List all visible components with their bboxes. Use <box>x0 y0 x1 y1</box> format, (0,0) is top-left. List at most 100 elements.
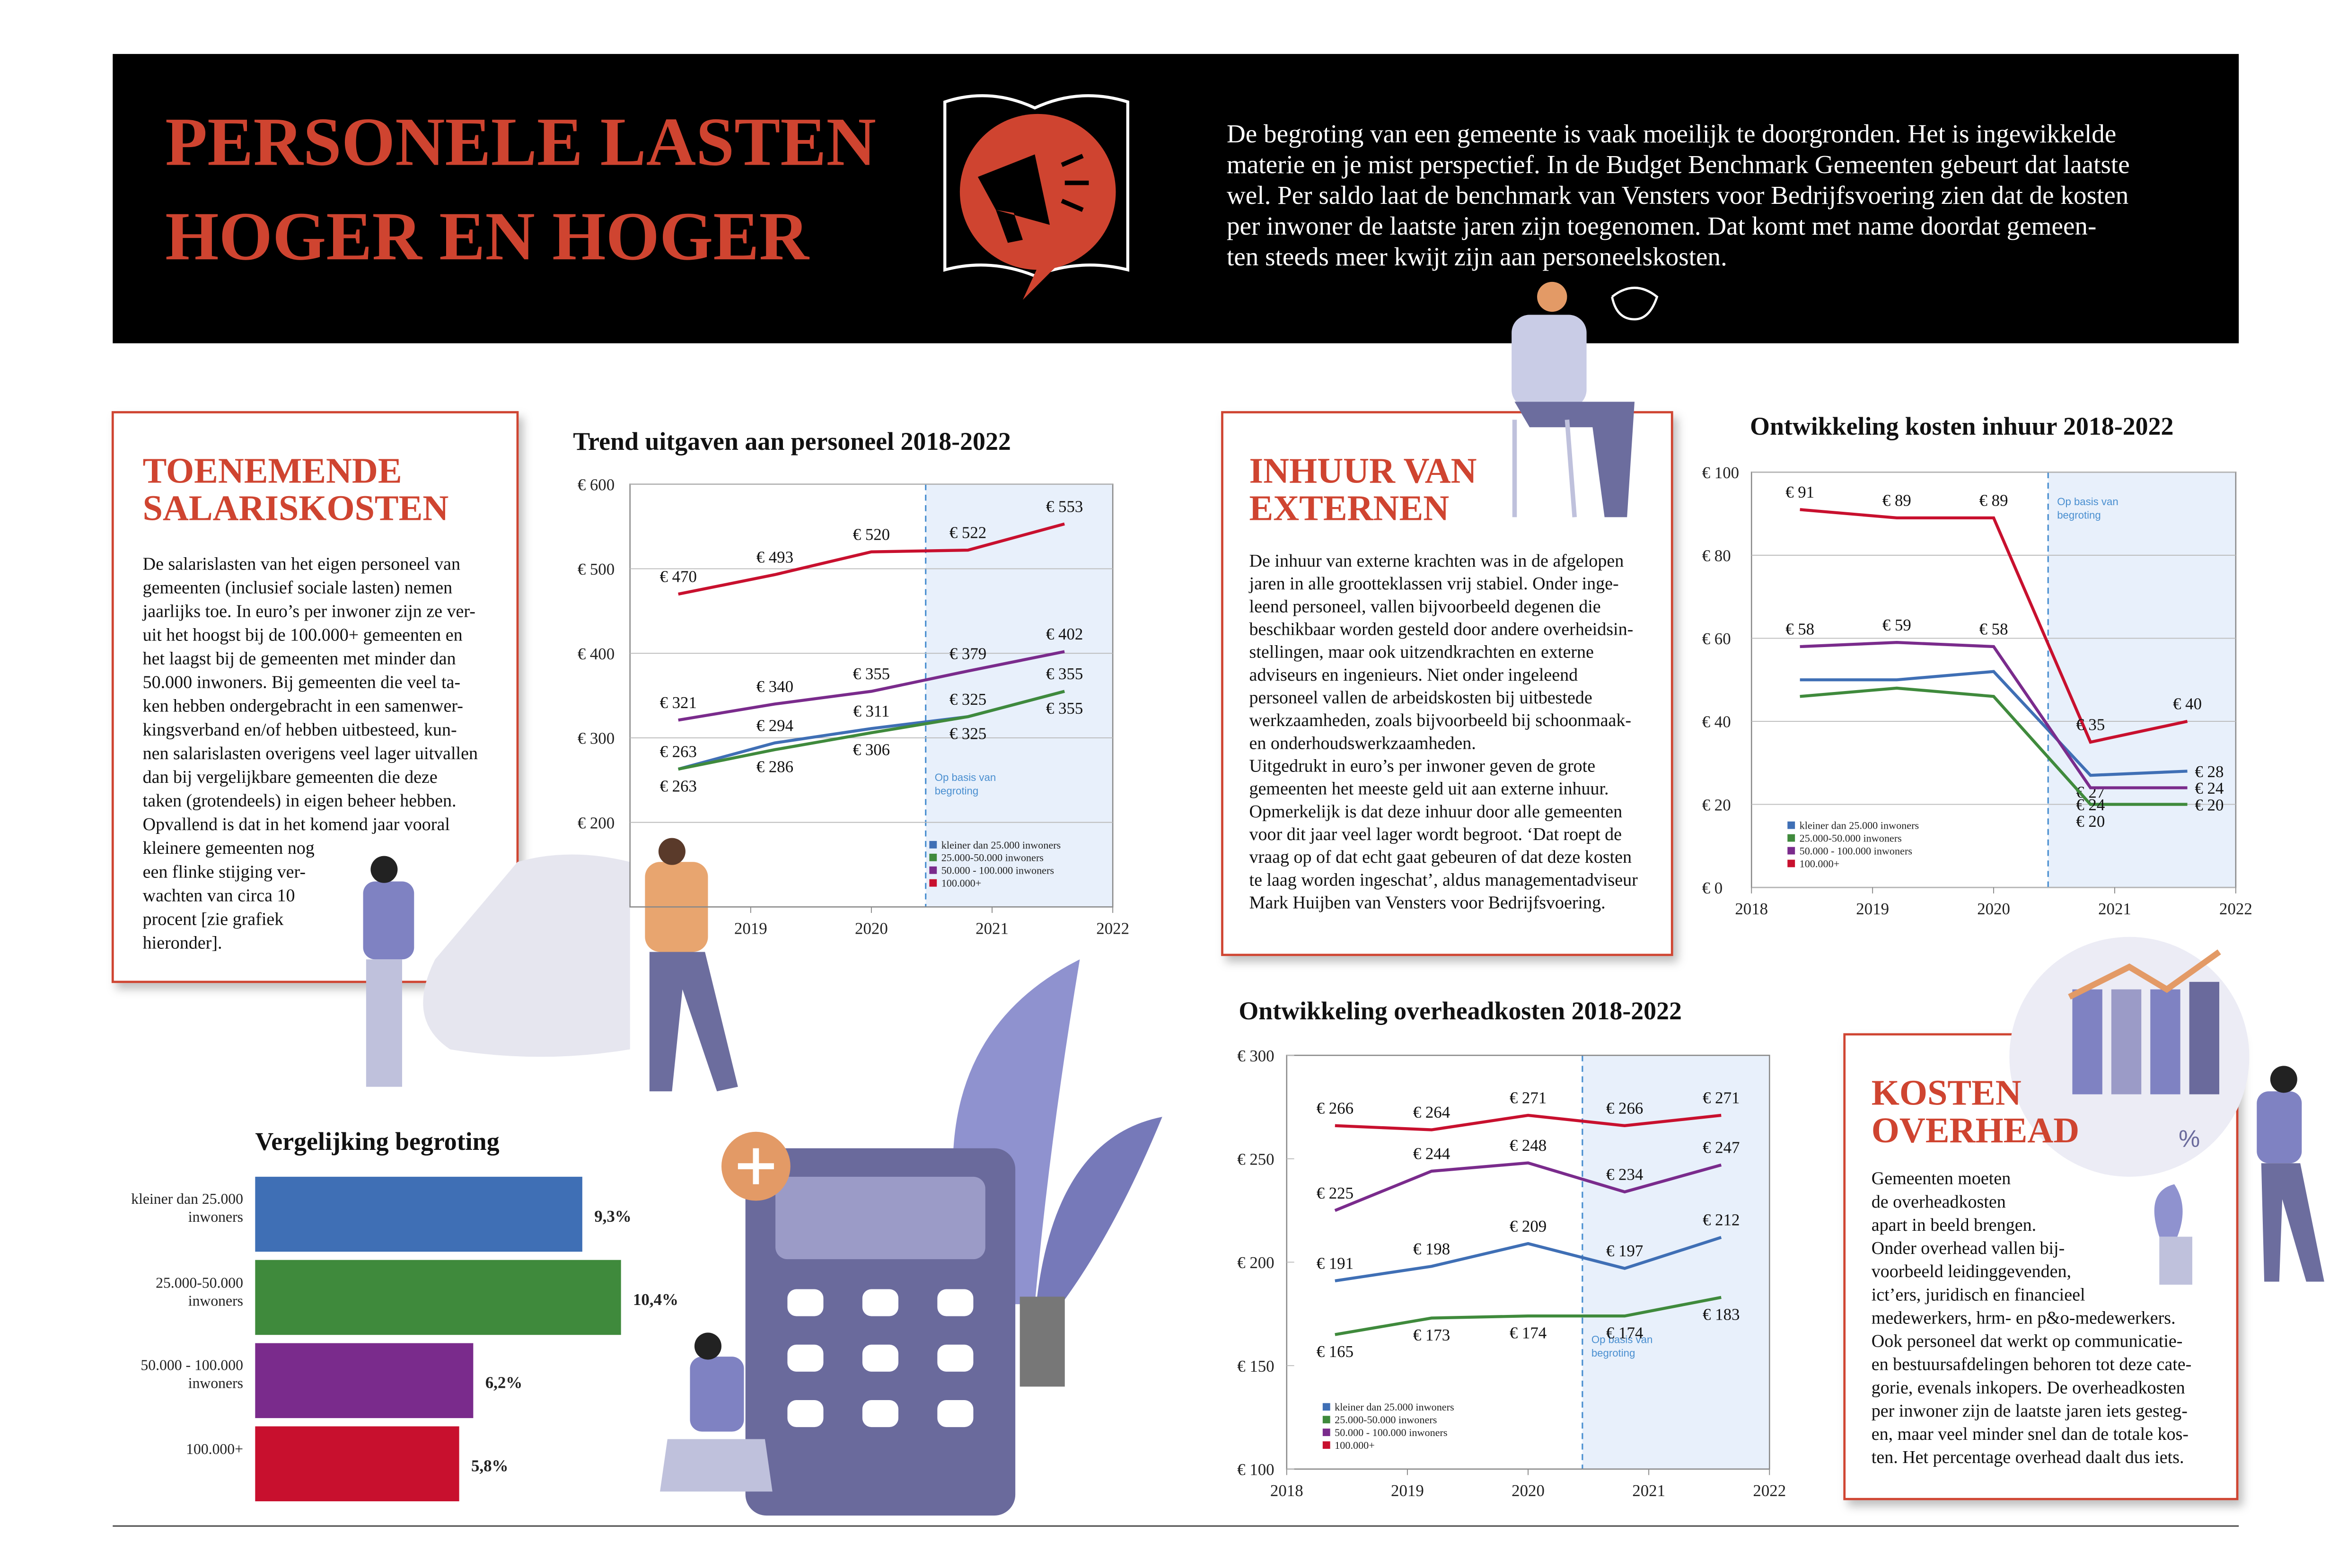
category-box: 50.000 - 100.000 inwoners <box>141 1358 243 1393</box>
section-body-line: en onderhoudswerkzaamheden. <box>1249 733 1476 753</box>
bar <box>255 1260 621 1335</box>
annotation-box: Op basis van begroting <box>1591 1335 1653 1360</box>
section-body-line: gorie, evenals inkopers. De overheadkost… <box>1872 1378 2185 1398</box>
section-body-line: ken hebben ondergebracht in een samenwer… <box>143 696 463 716</box>
value-label: € 325 <box>949 690 986 709</box>
legend-swatch <box>929 866 937 874</box>
y-tick-label: € 80 <box>1702 547 1731 565</box>
value-label: € 212 <box>1703 1211 1740 1229</box>
section-body-line: werkzaamheden, zoals bijvoorbeeld bij sc… <box>1249 710 1632 730</box>
intro-line: ten steeds meer kwijt zijn aan personeel… <box>1227 242 1727 271</box>
value-label: € 174 <box>1510 1324 1547 1342</box>
value-label: € 20 <box>2195 796 2224 814</box>
legend-label: 100.000+ <box>941 877 982 889</box>
y-tick-label: € 500 <box>578 560 615 578</box>
bar <box>255 1176 582 1252</box>
section-body-line: ten. Het percentage overhead daalt dus i… <box>1872 1447 2184 1467</box>
value-label: € 59 <box>1882 616 1911 634</box>
legend-label: 25.000-50.000 inwoners <box>1335 1414 1437 1426</box>
value-label: € 225 <box>1317 1184 1354 1202</box>
series-line <box>1800 686 2188 806</box>
series-line <box>678 690 1065 771</box>
value-label: € 24 <box>2076 796 2105 814</box>
value-label: € 244 <box>1413 1145 1450 1163</box>
annotation: Op basis van begroting <box>934 773 996 798</box>
section-body-line: hieronder]. <box>143 933 222 953</box>
annotation: Op basis van begroting <box>1591 1335 1653 1360</box>
megaphone-icon <box>943 94 1130 300</box>
illustration <box>363 281 2324 1516</box>
y-tick-label: € 300 <box>1237 1047 1274 1065</box>
value-label: € 58 <box>1979 620 2008 639</box>
x-tick-label: 2020 <box>1512 1481 1545 1500</box>
y-tick-label: € 40 <box>1702 713 1731 731</box>
value-label: € 306 <box>853 741 890 759</box>
section-heading: TOENEMENDE <box>143 451 402 491</box>
value-label: € 263 <box>659 743 696 761</box>
intro-line: De begroting van een gemeente is vaak mo… <box>1227 119 2116 148</box>
legend-swatch <box>1787 821 1795 829</box>
section-body-line: adviseurs en ingenieurs. Niet onder inge… <box>1249 665 1578 685</box>
title: PERSONELE LASTEN <box>165 104 876 180</box>
section-body-line: leend personeel, vallen bijvoorbeeld deg… <box>1249 596 1601 616</box>
value-label: € 209 <box>1510 1217 1547 1235</box>
intro-line: per inwoner de laatste jaren zijn toegen… <box>1227 211 2096 240</box>
legend-label: 25.000-50.000 inwoners <box>941 852 1044 864</box>
section-body-line: vraag op of dat echt gaat gebeuren of da… <box>1249 847 1632 867</box>
x-tick-label: 2018 <box>1270 1481 1303 1500</box>
category-box: 100.000+ <box>186 1441 244 1458</box>
section-body-line: procent [zie grafiek <box>143 909 284 929</box>
legend-label: 50.000 - 100.000 inwoners <box>941 865 1054 876</box>
y-tick-label: € 200 <box>1237 1253 1274 1272</box>
value-label: € 35 <box>2076 716 2105 734</box>
value-label: € 234 <box>1606 1165 1643 1183</box>
y-tick-label: € 250 <box>1237 1150 1274 1168</box>
legend-label: kleiner dan 25.000 inwoners <box>1800 820 1919 832</box>
value-label: € 263 <box>659 777 696 796</box>
section-body-line: gemeenten (inclusief sociale lasten) nem… <box>143 578 452 597</box>
series-line <box>1335 1296 1722 1336</box>
value-label: € 553 <box>1046 497 1083 516</box>
value-label: 10,4% <box>633 1290 678 1309</box>
section-body-line: apart in beeld brengen. <box>1872 1215 2036 1235</box>
value-label: € 20 <box>2076 812 2105 831</box>
section-body-line: Opmerkelijk is dat deze inhuur door alle… <box>1249 802 1623 822</box>
value-label: € 165 <box>1317 1342 1354 1361</box>
value-label: € 173 <box>1413 1326 1450 1344</box>
value-label: 6,2% <box>485 1374 522 1392</box>
value-label: € 89 <box>1882 491 1911 510</box>
annotation-box: Op basis van begroting <box>2057 498 2118 522</box>
illustration-text: % <box>2179 1125 2200 1152</box>
chart-title: Ontwikkeling overheadkosten 2018-2022 <box>1239 997 1682 1025</box>
section-body-line: het laagst bij de gemeenten met minder d… <box>143 649 456 669</box>
section-heading: OVERHEAD <box>1872 1111 2079 1150</box>
y-tick-label: € 600 <box>578 475 615 494</box>
value-label: € 89 <box>1979 491 2008 510</box>
category-label: 25.000-50.000 inwoners <box>156 1275 244 1310</box>
chart-title: Trend uitgaven aan personeel 2018-2022 <box>573 427 1011 456</box>
section-body-line: stellingen, maar ook uitzendkrachten en … <box>1249 642 1594 662</box>
value-label: € 271 <box>1703 1089 1740 1107</box>
x-tick-label: 2022 <box>1096 919 1129 937</box>
category-label: 100.000+ <box>186 1441 244 1458</box>
value-label: € 379 <box>949 644 986 663</box>
legend-swatch <box>1322 1416 1330 1424</box>
category-box: 25.000-50.000 inwoners <box>156 1275 244 1310</box>
value-label: € 197 <box>1606 1242 1643 1260</box>
legend-swatch <box>1787 834 1795 842</box>
legend-swatch <box>1322 1428 1330 1437</box>
text-box <box>1221 411 1673 956</box>
x-tick-label: 2022 <box>1753 1481 1786 1500</box>
series-line <box>1335 1235 1722 1282</box>
section-body-line: Uitgedrukt in euro’s per inwoner geven d… <box>1249 756 1596 776</box>
legend-swatch <box>929 841 937 849</box>
section-body-line: beschikbaar worden gesteld door andere o… <box>1249 619 1634 639</box>
section-body-line: jaren in alle grootteklassen vrij stabie… <box>1248 574 1619 594</box>
section-heading: EXTERNEN <box>1249 489 1450 528</box>
value-label: € 28 <box>2195 762 2224 781</box>
intro-line: materie en je mist perspectief. In de Bu… <box>1227 150 2130 179</box>
section-body-line: nen salarislasten overigens veel lager u… <box>143 744 478 763</box>
section-body-line: personeel vallen de arbeidskosten bij ui… <box>1249 688 1592 708</box>
section-body-line: en, maar veel minder snel dan de totale … <box>1872 1424 2189 1444</box>
value-label: € 247 <box>1703 1139 1740 1157</box>
